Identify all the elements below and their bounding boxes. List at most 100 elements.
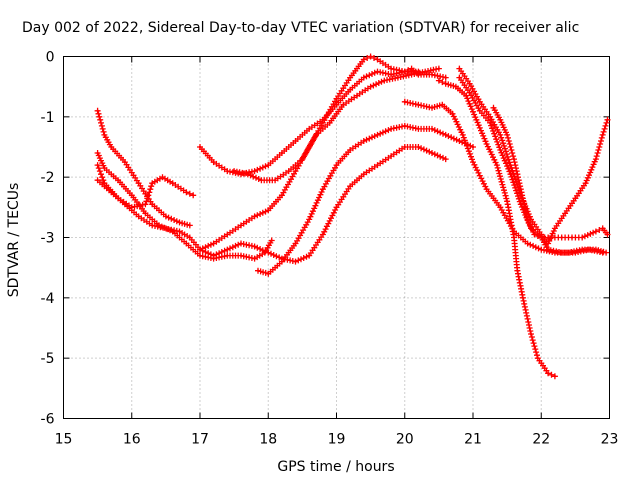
- data-point: [553, 227, 557, 230]
- data-point: [260, 178, 263, 182]
- data-point: [444, 157, 447, 161]
- data-point: [151, 203, 154, 206]
- data-point: [430, 73, 434, 76]
- x-tick-label: 18: [259, 432, 277, 448]
- data-point: [110, 191, 113, 194]
- data-point: [430, 127, 434, 131]
- data-point: [116, 178, 120, 182]
- data-point: [239, 224, 243, 227]
- x-tick-label: 19: [328, 432, 346, 448]
- data-point: [267, 209, 270, 212]
- data-point: [151, 224, 154, 227]
- series-layer: [94, 53, 611, 380]
- data-point: [594, 157, 598, 161]
- data-point: [509, 163, 512, 167]
- series-track-6: [197, 53, 449, 253]
- data-point: [198, 145, 202, 149]
- data-point: [226, 254, 229, 257]
- data-point: [239, 242, 243, 245]
- data-point: [454, 85, 458, 88]
- data-point: [499, 133, 502, 137]
- data-point: [253, 257, 256, 260]
- data-point: [321, 233, 325, 236]
- data-point: [540, 248, 543, 251]
- data-point: [499, 148, 502, 152]
- data-point: [280, 194, 284, 197]
- y-tick-label: 0: [46, 50, 55, 66]
- data-point: [96, 178, 99, 182]
- data-point: [444, 76, 447, 79]
- data-point: [485, 188, 488, 191]
- data-point: [560, 251, 563, 254]
- series-track-13: [490, 104, 611, 241]
- data-point: [512, 157, 516, 161]
- data-point: [198, 254, 202, 257]
- data-point: [294, 242, 297, 245]
- data-point: [451, 112, 454, 116]
- data-point: [540, 236, 543, 239]
- data-point: [478, 109, 482, 113]
- data-point: [328, 121, 331, 125]
- data-point: [529, 332, 533, 336]
- data-point: [417, 145, 420, 149]
- y-tick-label: -3: [41, 231, 55, 247]
- data-point: [301, 157, 304, 161]
- data-point: [256, 269, 260, 272]
- data-point: [212, 242, 215, 245]
- data-point: [96, 109, 99, 113]
- data-point: [308, 218, 311, 221]
- data-point: [151, 182, 154, 185]
- data-point: [267, 163, 270, 167]
- data-point: [601, 227, 604, 230]
- data-point: [383, 79, 386, 82]
- x-axis-label: GPS time / hours: [277, 459, 394, 475]
- series-track-8: [255, 122, 476, 277]
- data-point: [226, 169, 229, 173]
- data-point: [560, 236, 563, 239]
- data-point: [226, 248, 229, 251]
- data-point: [444, 82, 447, 85]
- data-point: [355, 94, 359, 97]
- data-point: [495, 163, 499, 167]
- data-point: [348, 185, 352, 188]
- data-point: [253, 215, 256, 218]
- data-point: [546, 248, 550, 251]
- data-point: [161, 175, 164, 179]
- data-point: [444, 133, 447, 137]
- data-point: [137, 215, 140, 218]
- y-tick-label: -2: [41, 170, 55, 186]
- data-point: [505, 200, 509, 203]
- data-point: [369, 85, 372, 88]
- data-point: [178, 221, 181, 224]
- data-point: [594, 230, 598, 233]
- data-point: [499, 118, 502, 122]
- data-point: [458, 67, 461, 70]
- data-point: [376, 163, 379, 167]
- data-point: [144, 212, 147, 215]
- x-tick-label: 16: [123, 432, 141, 448]
- x-tick-label: 21: [464, 432, 482, 448]
- data-point: [485, 142, 488, 146]
- chart-title: Day 002 of 2022, Sidereal Day-to-day VTE…: [22, 20, 579, 36]
- data-point: [273, 178, 277, 182]
- data-point: [171, 182, 174, 185]
- data-point: [188, 224, 191, 227]
- data-point: [478, 100, 482, 103]
- data-point: [499, 206, 502, 209]
- data-point: [417, 103, 420, 106]
- data-point: [335, 97, 338, 100]
- data-point: [226, 233, 229, 236]
- data-point: [246, 172, 249, 176]
- data-point: [396, 76, 400, 79]
- data-point: [464, 94, 468, 97]
- data-point: [280, 151, 284, 155]
- data-point: [103, 133, 106, 137]
- data-point: [130, 194, 133, 197]
- data-point: [137, 182, 140, 185]
- data-point: [601, 251, 604, 254]
- data-point: [362, 139, 365, 143]
- data-point: [526, 242, 529, 245]
- data-point: [437, 79, 441, 82]
- data-point: [581, 236, 584, 239]
